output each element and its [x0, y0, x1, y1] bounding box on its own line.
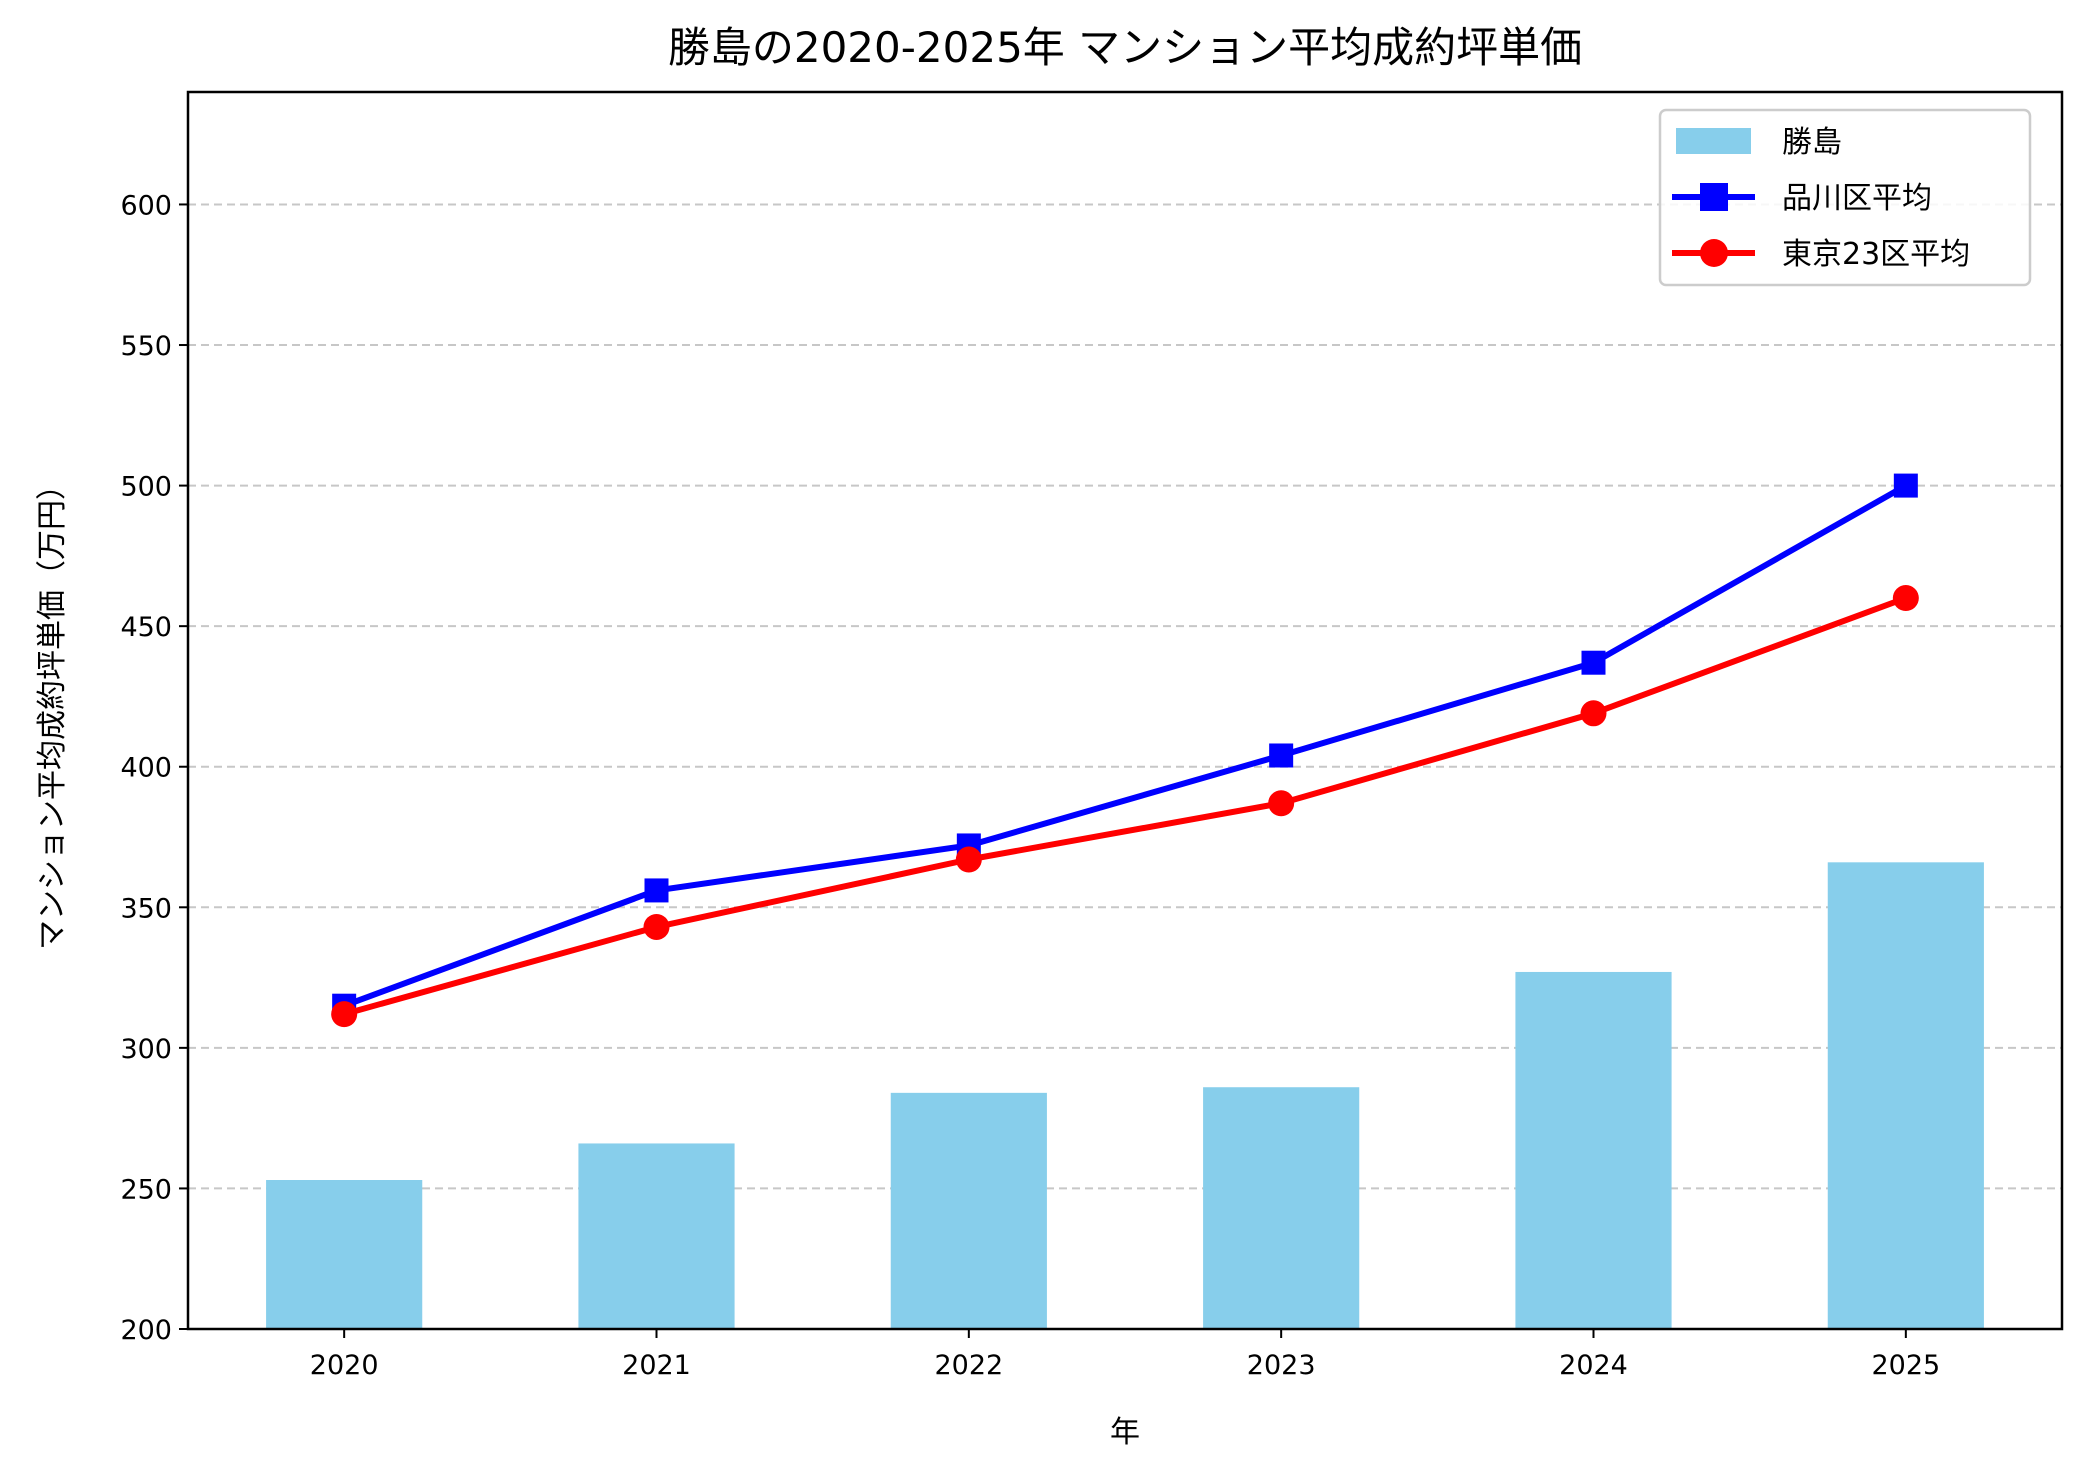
bar-2023 [1203, 1087, 1360, 1329]
series-line [343, 482, 1908, 1009]
series-line [343, 595, 1907, 1018]
point-2024 [1581, 650, 1606, 675]
legend-swatch [1676, 128, 1751, 154]
bar-2021 [578, 1143, 735, 1329]
y-tick-label: 450 [120, 612, 172, 643]
point-2025 [1893, 473, 1918, 498]
x-axis-label: 年 [1110, 1415, 1140, 1450]
x-tick-label: 2025 [1871, 1350, 1940, 1381]
legend-label: 東京23区平均 [1782, 237, 1970, 272]
y-tick-label: 200 [120, 1315, 172, 1346]
point-2022 [955, 846, 982, 873]
plot-frame [186, 90, 2064, 1331]
x-tick-label: 2021 [622, 1350, 691, 1381]
point-2020 [331, 1001, 358, 1028]
y-tick-label: 400 [120, 753, 172, 784]
point-2023 [1269, 743, 1294, 768]
x-tick-label: 2022 [934, 1350, 1003, 1381]
legend-label: 品川区平均 [1782, 181, 1932, 216]
bar-2020 [266, 1179, 423, 1329]
y-tick-label: 600 [120, 190, 172, 221]
chart-title: 勝島の2020-2025年 マンション平均成約坪単価 [668, 23, 1582, 72]
point-2021 [644, 878, 669, 903]
y-tick-label: 300 [120, 1034, 172, 1065]
legend-marker [1700, 183, 1728, 211]
bar-2024 [1515, 971, 1672, 1329]
y-tick-label: 550 [120, 331, 172, 362]
point-2024 [1580, 700, 1607, 727]
point-2023 [1268, 790, 1295, 817]
legend-box [1658, 108, 2032, 287]
y-tick-label: 250 [120, 1174, 172, 1205]
bar-2022 [890, 1092, 1047, 1329]
legend-marker [1700, 239, 1728, 267]
bar-2025 [1827, 862, 1984, 1329]
y-tick-label: 500 [120, 472, 172, 503]
x-tick-label: 2023 [1247, 1350, 1316, 1381]
x-tick-label: 2024 [1559, 1350, 1628, 1381]
y-tick-label: 350 [120, 893, 172, 924]
point-2021 [643, 913, 670, 940]
y-axis-label: マンション平均成約坪単価（万円） [35, 470, 70, 950]
point-2025 [1892, 585, 1919, 612]
legend-label: 勝島 [1782, 125, 1842, 160]
x-tick-label: 2020 [310, 1350, 379, 1381]
